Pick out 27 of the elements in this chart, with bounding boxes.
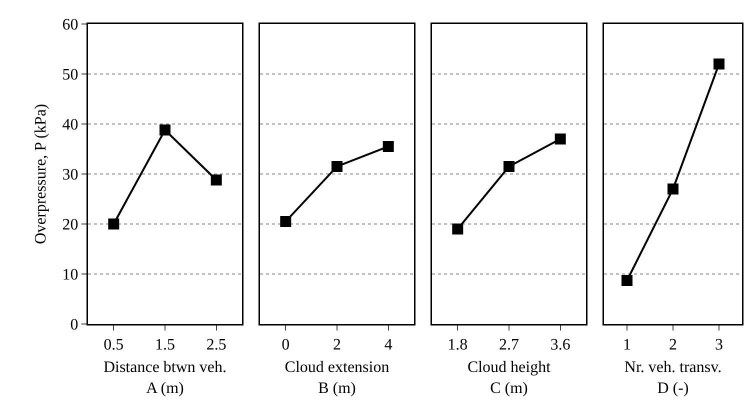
x-axis-title: Cloud extension B (m) [284, 359, 390, 397]
x-axis-title: Nr. veh. transv. D (-) [624, 359, 722, 397]
x-axis-title: Distance btwn veh. A (m) [103, 359, 227, 397]
point [160, 124, 170, 136]
y-tick-label: 60 [62, 16, 78, 34]
y-axis-title: Overpressure, P (kPa) [32, 104, 50, 244]
y-tick-label: 0 [70, 316, 78, 334]
x-tick-label: 3 [715, 336, 723, 354]
y-tick-label: 50 [62, 66, 78, 84]
y-tick-label: 20 [62, 216, 78, 234]
point [210, 174, 222, 186]
x-tick-label: 4 [384, 336, 392, 354]
y-tick-label: 10 [62, 266, 78, 284]
x-tick-label: 1.8 [448, 336, 468, 354]
x-tick-label: 0.5 [104, 336, 124, 354]
x-axis-title: Cloud height C (m) [467, 359, 552, 397]
x-tick-label: 2 [333, 336, 341, 354]
x-tick-label: 1 [623, 336, 631, 354]
y-tick-label: 30 [62, 166, 78, 184]
x-tick-label: 2.7 [499, 336, 519, 354]
x-tick-label: 2 [669, 336, 677, 354]
x-tick-label: 0 [282, 336, 290, 354]
x-tick-label: 3.6 [550, 336, 570, 354]
x-tick-label: 1.5 [155, 336, 175, 354]
x-tick-label: 2.5 [206, 336, 226, 354]
y-tick-label: 40 [62, 116, 78, 134]
point [108, 218, 120, 230]
